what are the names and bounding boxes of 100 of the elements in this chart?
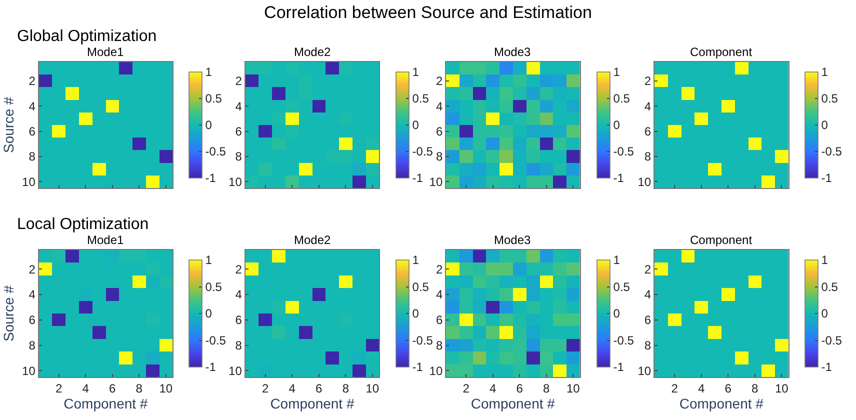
x-tick-label: 6 xyxy=(516,381,524,396)
chart-title: Mode3 xyxy=(494,233,532,247)
color-bar-label: 1 xyxy=(613,65,620,80)
x-tick-label: 10 xyxy=(774,381,789,396)
color-bar-label: -0.5 xyxy=(205,144,226,159)
y-tick-label: 10 xyxy=(22,364,36,378)
y-tick-label: 8 xyxy=(436,150,443,164)
color-bar-label: 0 xyxy=(821,306,828,321)
y-axis-title: Source # xyxy=(0,96,17,154)
color-bar-label: -0.5 xyxy=(205,333,226,348)
chart-subtitle: Local Optimization xyxy=(17,216,149,233)
x-tick-label: 2 xyxy=(56,381,63,396)
x-tick-label: 2 xyxy=(262,381,270,396)
color-bar-label: -1 xyxy=(412,171,424,186)
x-tick-label: 4 xyxy=(490,381,497,396)
y-tick-label: 8 xyxy=(28,150,36,164)
y-tick-label: 10 xyxy=(228,364,242,378)
y-tick-label: 6 xyxy=(644,313,652,328)
x-axis-title: Component # xyxy=(270,395,354,412)
x-tick-label: 8 xyxy=(342,381,350,396)
chart-title: Mode2 xyxy=(294,233,332,247)
y-tick-label: 4 xyxy=(28,99,36,114)
color-bar-label: -0.5 xyxy=(412,333,434,348)
color-bar-label: 1 xyxy=(412,65,420,80)
y-tick-label: 8 xyxy=(436,338,443,352)
x-tick-label: 2 xyxy=(671,381,678,396)
x-tick-label: 4 xyxy=(288,381,296,396)
x-tick-label: 10 xyxy=(566,381,580,396)
color-bar-label: 1 xyxy=(205,253,212,268)
color-bar-label: 0.5 xyxy=(412,280,430,294)
y-tick-label: 10 xyxy=(638,174,652,189)
chart-title: Component xyxy=(690,45,753,59)
y-tick-label: 4 xyxy=(436,288,443,302)
y-tick-label: 2 xyxy=(436,262,443,276)
color-bar-label: 0.5 xyxy=(613,92,630,106)
text: Correlation between Source and Estimation xyxy=(264,2,592,22)
y-tick-label: 10 xyxy=(429,364,443,378)
y-tick-label: 6 xyxy=(436,313,443,328)
color-bar-label: 0 xyxy=(613,118,620,132)
x-tick-label: 8 xyxy=(752,381,759,396)
y-tick-label: 2 xyxy=(436,74,443,88)
y-tick-label: 2 xyxy=(28,262,36,276)
y-tick-label: 6 xyxy=(436,124,443,138)
color-bar-label: 0 xyxy=(205,306,212,321)
color-bar-label: 0 xyxy=(412,118,420,132)
color-bar-label: -1 xyxy=(205,171,216,186)
y-tick-label: 10 xyxy=(638,364,652,378)
color-bar-label: -0.5 xyxy=(613,333,634,348)
color-bar-label: -0.5 xyxy=(821,144,842,159)
color-bar-label: 0.5 xyxy=(205,280,222,294)
chart-title: Mode1 xyxy=(87,233,124,247)
y-tick-label: 2 xyxy=(235,74,242,88)
color-bar-label: -1 xyxy=(205,360,216,374)
color-bar-label: -1 xyxy=(613,360,624,374)
color-bar-label: 0 xyxy=(613,306,620,321)
y-tick-label: 2 xyxy=(28,74,36,88)
x-tick-label: 4 xyxy=(698,381,705,396)
color-bar-label: 1 xyxy=(412,253,420,268)
chart-title: Mode1 xyxy=(87,45,124,59)
y-tick-label: 6 xyxy=(235,313,242,328)
x-tick-label: 2 xyxy=(462,381,470,396)
x-axis-title: Component # xyxy=(679,395,764,412)
color-bar-label: 0 xyxy=(205,118,212,132)
y-tick-label: 6 xyxy=(28,124,36,138)
y-tick-label: 2 xyxy=(235,262,242,276)
color-bar-label: 0.5 xyxy=(821,92,838,106)
x-tick-label: 8 xyxy=(136,381,143,396)
chart-title: Component xyxy=(690,233,753,247)
y-tick-label: 10 xyxy=(22,174,36,189)
color-bar-label: 1 xyxy=(821,65,828,80)
y-tick-label: 4 xyxy=(644,288,652,302)
y-tick-label: 8 xyxy=(235,338,242,352)
color-bar-label: 0.5 xyxy=(821,280,838,294)
y-tick-label: 8 xyxy=(28,338,36,352)
y-tick-label: 6 xyxy=(28,313,36,328)
color-bar-label: -0.5 xyxy=(613,144,634,159)
color-bar-label: -0.5 xyxy=(412,144,434,159)
color-bar-label: -1 xyxy=(412,360,424,374)
y-axis-title: Source # xyxy=(0,285,17,342)
y-tick-label: 8 xyxy=(235,150,242,164)
y-tick-label: 6 xyxy=(235,124,242,138)
y-tick-label: 4 xyxy=(28,288,36,302)
y-tick-label: 8 xyxy=(644,150,652,164)
x-tick-label: 10 xyxy=(366,381,380,396)
color-bar-label: 1 xyxy=(821,253,828,268)
x-axis-title: Component # xyxy=(470,395,556,412)
y-tick-label: 4 xyxy=(235,288,242,302)
y-tick-label: 4 xyxy=(644,99,652,114)
chart-title: Mode3 xyxy=(494,45,532,59)
x-tick-label: 8 xyxy=(543,381,550,396)
chart-subtitle: Global Optimization xyxy=(17,28,157,45)
y-tick-label: 2 xyxy=(644,262,652,276)
color-bar-label: 0.5 xyxy=(412,92,430,106)
y-tick-label: 4 xyxy=(436,99,443,114)
y-tick-label: 6 xyxy=(644,124,652,138)
color-bar-label: 0 xyxy=(412,306,420,321)
y-tick-label: 10 xyxy=(429,174,443,189)
y-tick-label: 2 xyxy=(644,74,652,88)
x-axis-title: Component # xyxy=(64,395,148,412)
x-tick-label: 4 xyxy=(82,381,90,396)
